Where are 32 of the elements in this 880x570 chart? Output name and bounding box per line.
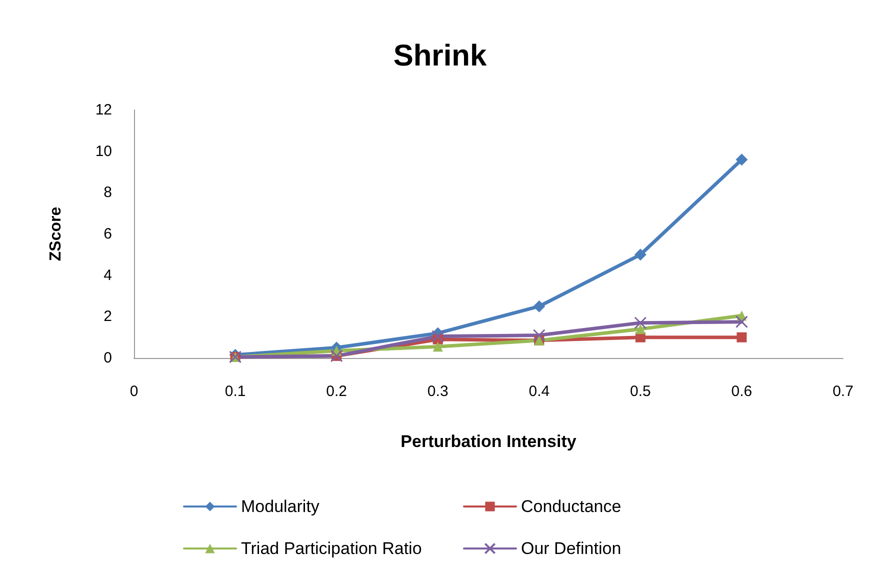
point (736, 332, 747, 342)
y-tick-label: 0 (104, 350, 112, 366)
point (735, 316, 748, 328)
point (736, 154, 748, 166)
x-axis-title: Perturbation Intensity (400, 432, 577, 451)
x-tick-label: 0.2 (326, 383, 347, 400)
point (432, 342, 443, 352)
x-tick-label: 0 (130, 383, 138, 400)
point (634, 248, 646, 261)
legend-label: Our Defintion (521, 539, 622, 558)
y-tick-label: 2 (104, 308, 112, 326)
legend-label: Modularity (241, 497, 320, 516)
y-tick-label: 6 (104, 226, 112, 242)
x-tick-label: 0.7 (832, 383, 854, 400)
x-tick-label: 0.6 (731, 383, 752, 400)
y-axis-title: ZScore (48, 206, 64, 262)
y-tick-label: 4 (104, 266, 112, 284)
legend-label: Triad Participation Ratio (241, 539, 422, 558)
legend-label: Conductance (521, 497, 622, 516)
chart-title: Shrink (393, 40, 487, 72)
point (635, 324, 646, 334)
y-tick-label: 8 (104, 184, 112, 202)
point (432, 330, 444, 343)
x-tick-label: 0.3 (427, 383, 448, 400)
point (533, 300, 546, 312)
x-tick-label: 0.4 (528, 383, 550, 400)
point (532, 329, 546, 342)
point (634, 316, 647, 330)
x-tick-label: 0.1 (224, 383, 246, 400)
y-tick-label: 12 (95, 102, 112, 118)
x-tick-label: 0.5 (630, 383, 651, 400)
y-tick-label: 10 (95, 142, 112, 160)
